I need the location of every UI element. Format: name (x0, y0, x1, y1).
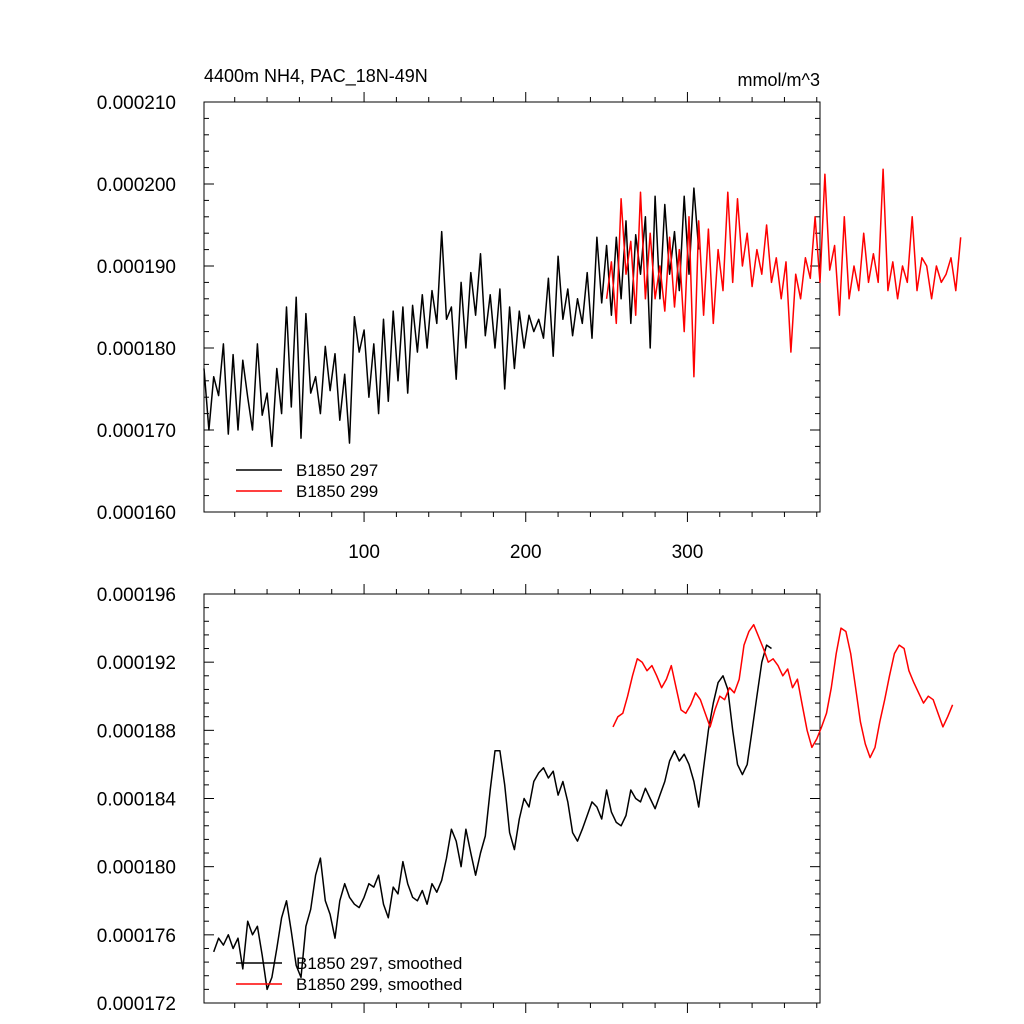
top-xtick-label: 200 (510, 542, 542, 563)
bottom-ytick-label: 0.000180 (97, 858, 176, 879)
bottom-legend: B1850 297, smoothed B1850 299, smoothed (236, 954, 462, 994)
top-legend: B1850 297 B1850 299 (236, 461, 378, 501)
bottom-ytick-label: 0.000184 (97, 790, 177, 811)
top-ytick-label: 0.000190 (97, 257, 176, 278)
bottom-ytick-label: 0.000192 (97, 653, 176, 674)
top-chart-units: mmol/m^3 (738, 70, 820, 90)
top-xtick-label: 100 (348, 542, 380, 563)
legend-label-299-smoothed: B1850 299, smoothed (296, 975, 462, 994)
bottom-series-b1850-299 (612, 623, 954, 759)
bottom-ytick-label: 0.000188 (97, 721, 176, 742)
bottom-chart-panel: 0.000172 0.000176 0.000180 0.000184 0.000188… (97, 584, 954, 1015)
legend-label-297-smoothed: B1850 297, smoothed (296, 954, 462, 973)
top-ytick-label: 0.000170 (97, 421, 176, 442)
top-series-b1850-297 (203, 187, 700, 448)
legend-label-297: B1850 297 (296, 461, 378, 480)
top-ytick-label: 0.000200 (97, 175, 176, 196)
bottom-ytick-label: 0.000172 (97, 994, 176, 1015)
top-chart-title: 4400m NH4, PAC_18N-49N (204, 66, 428, 87)
top-ytick-label: 0.000160 (97, 503, 176, 524)
top-ytick-label: 0.000180 (97, 339, 176, 360)
bottom-ytick-label: 0.000176 (97, 926, 176, 947)
top-ytick-label: 0.000210 (97, 93, 176, 114)
top-xtick-label: 300 (672, 542, 704, 563)
legend-label-299: B1850 299 (296, 482, 378, 501)
top-plot-frame (203, 101, 821, 513)
bottom-series-b1850-297 (212, 644, 772, 991)
top-series-b1850-299 (605, 168, 962, 378)
top-chart-panel: 0.000160 0.000170 0.000180 0.000190 0.000200… (97, 92, 962, 563)
bottom-ytick-label: 0.000196 (97, 585, 176, 606)
